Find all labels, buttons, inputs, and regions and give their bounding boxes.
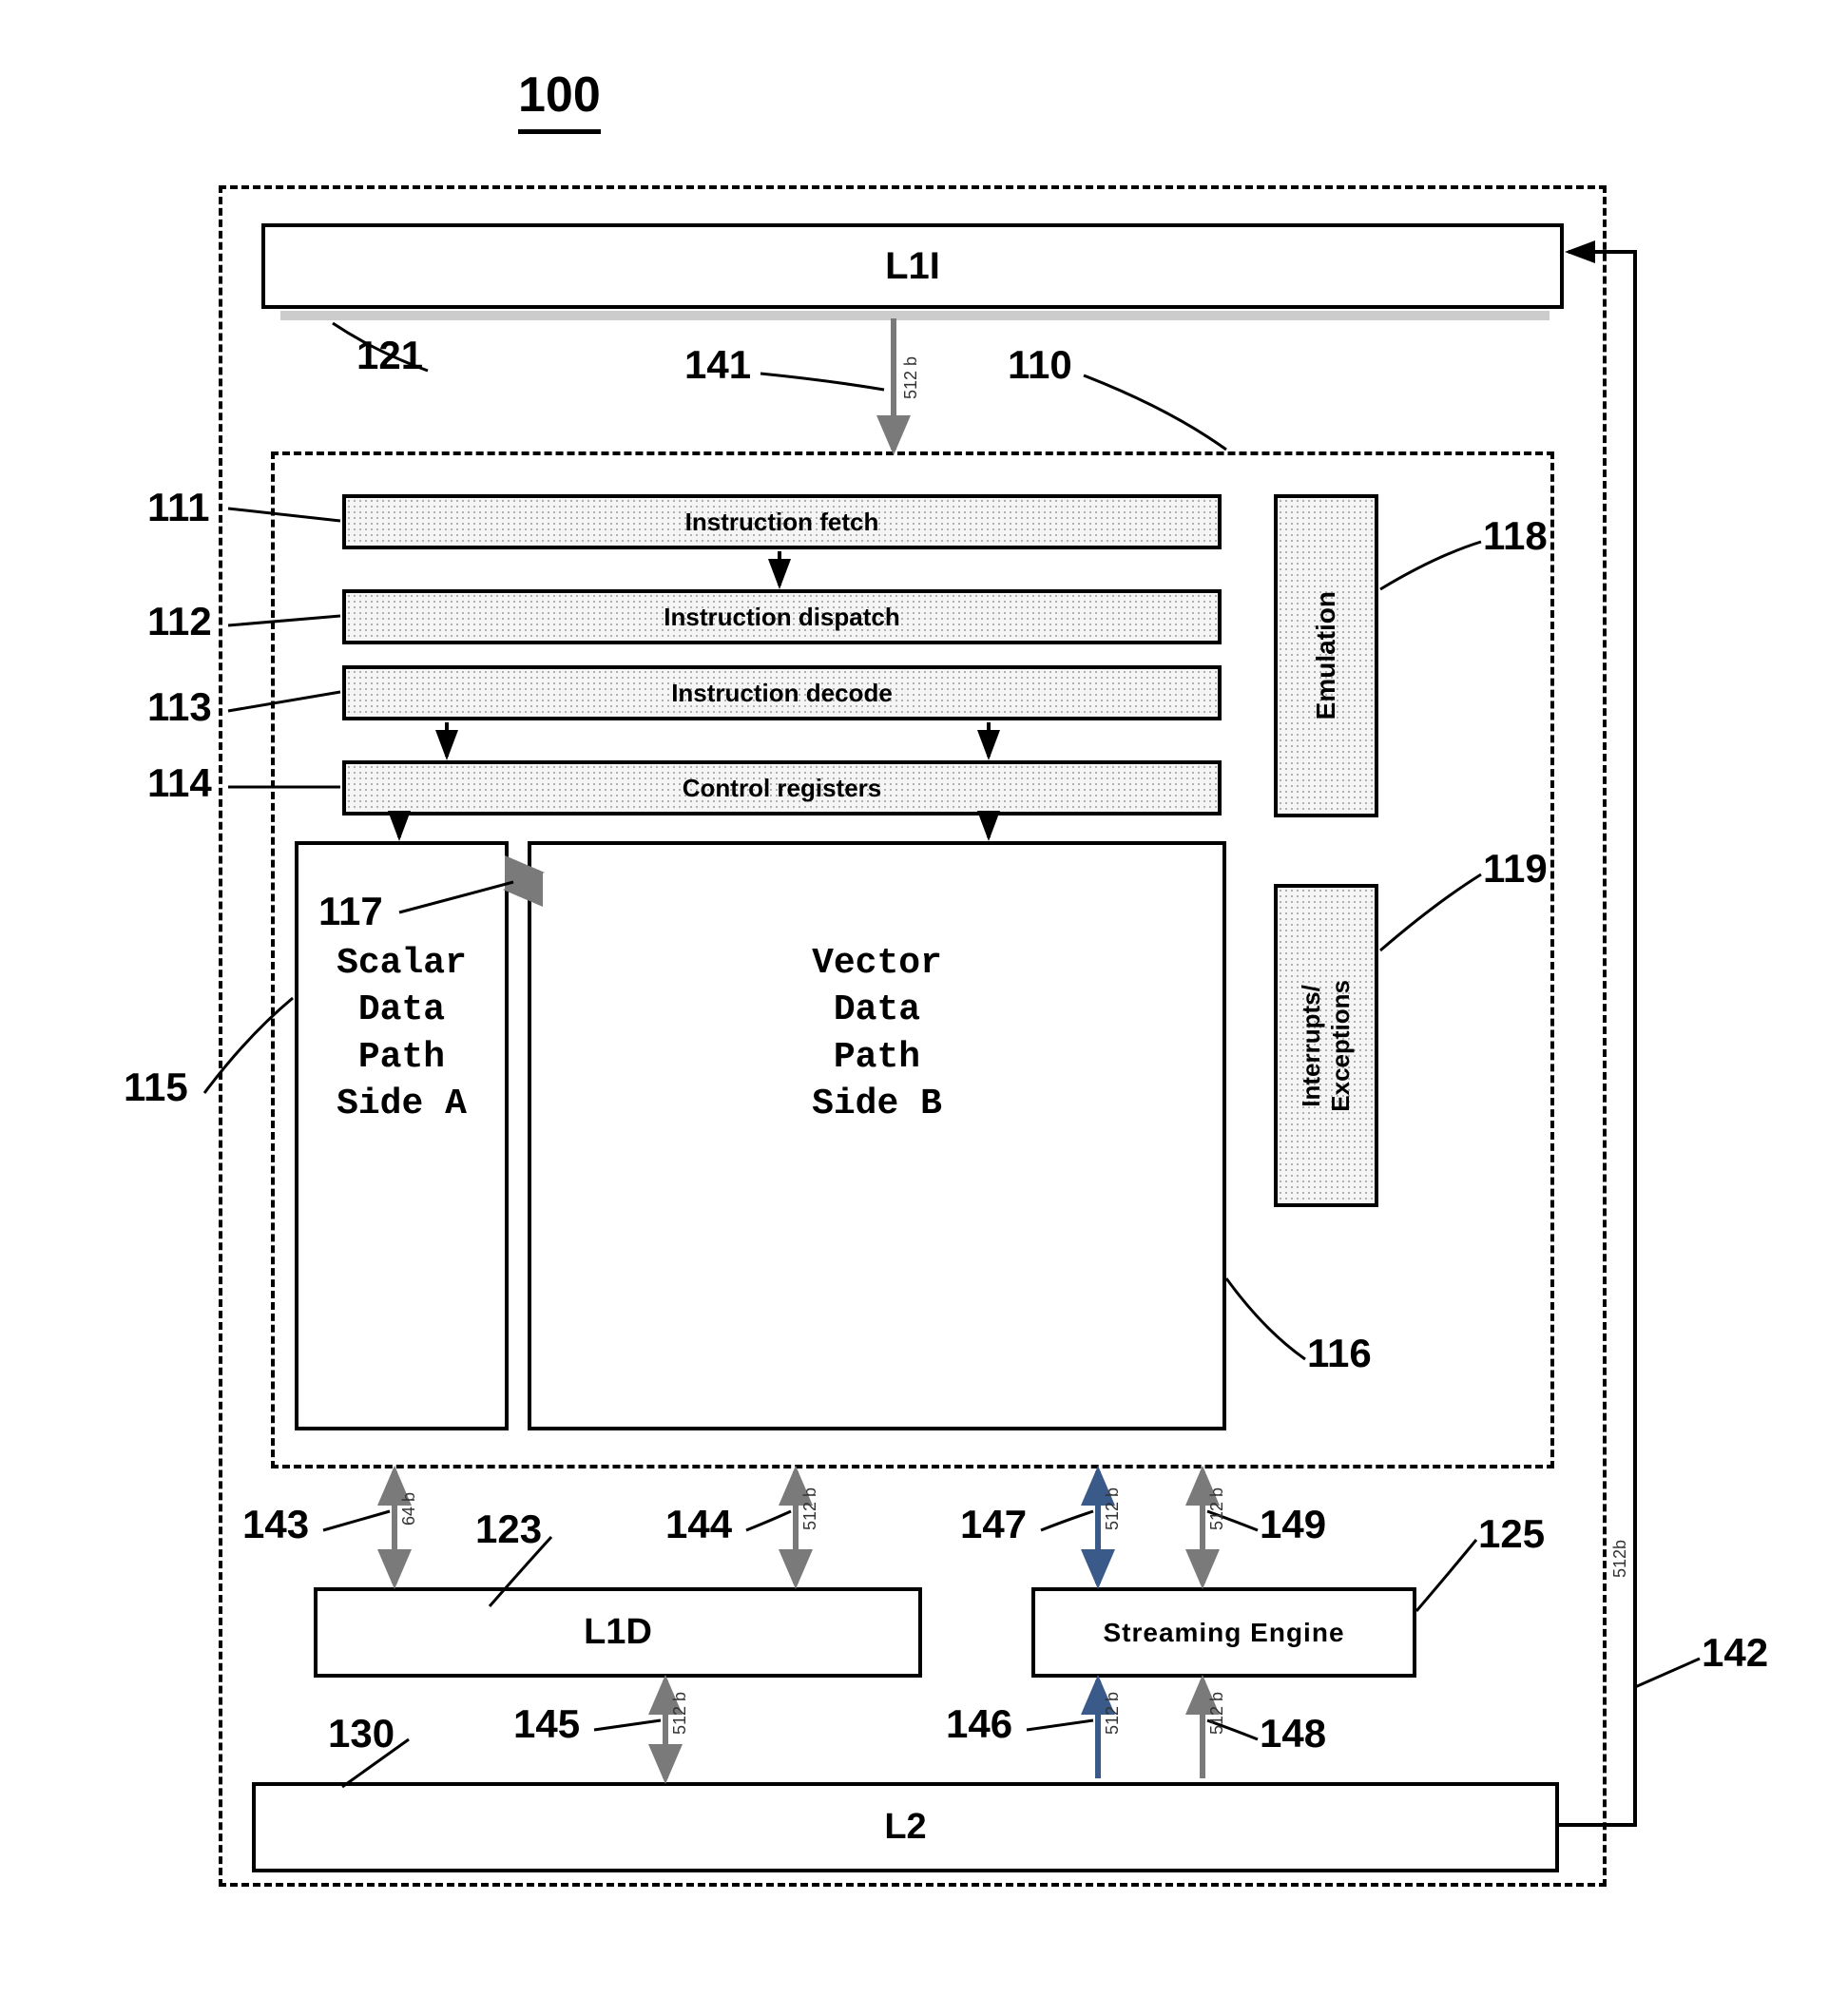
ref-142: 142	[1702, 1630, 1768, 1676]
bus-label-148: 512 b	[1207, 1692, 1227, 1735]
ref-121: 121	[356, 333, 423, 378]
bus-label-146: 512 b	[1103, 1692, 1123, 1735]
ref-144: 144	[665, 1502, 732, 1547]
ref-117: 117	[318, 889, 383, 934]
ref-146: 146	[946, 1701, 1012, 1747]
ref-130: 130	[328, 1711, 395, 1756]
ref-145: 145	[513, 1701, 580, 1747]
bus-label-149: 512 b	[1207, 1487, 1227, 1530]
bus-label-147: 512 b	[1103, 1487, 1123, 1530]
ref-123: 123	[475, 1507, 542, 1552]
ref-148: 148	[1260, 1711, 1326, 1756]
bus-label-145: 512 b	[670, 1692, 690, 1735]
ref-112: 112	[147, 599, 212, 644]
ref-110: 110	[1008, 342, 1072, 388]
ref-125: 125	[1478, 1511, 1545, 1557]
ref-149: 149	[1260, 1502, 1326, 1547]
ref-115: 115	[124, 1065, 188, 1110]
ref-143: 143	[242, 1502, 309, 1547]
ref-114: 114	[147, 760, 212, 806]
bus-label-141: 512 b	[901, 356, 921, 399]
bus-label-144: 512 b	[800, 1487, 820, 1530]
ref-119: 119	[1483, 846, 1548, 892]
ref-141: 141	[684, 342, 751, 388]
arrows-overlay	[0, 0, 1848, 1996]
bus-label-143: 64 b	[399, 1492, 419, 1526]
ref-147: 147	[960, 1502, 1027, 1547]
bus-label-142: 512b	[1610, 1540, 1630, 1578]
diagram-canvas: 100 L1I Instruction fetch Instruction di…	[0, 0, 1848, 1996]
ref-116: 116	[1307, 1331, 1372, 1376]
ref-118: 118	[1483, 513, 1548, 559]
ref-113: 113	[147, 684, 212, 730]
ref-111: 111	[147, 485, 209, 530]
